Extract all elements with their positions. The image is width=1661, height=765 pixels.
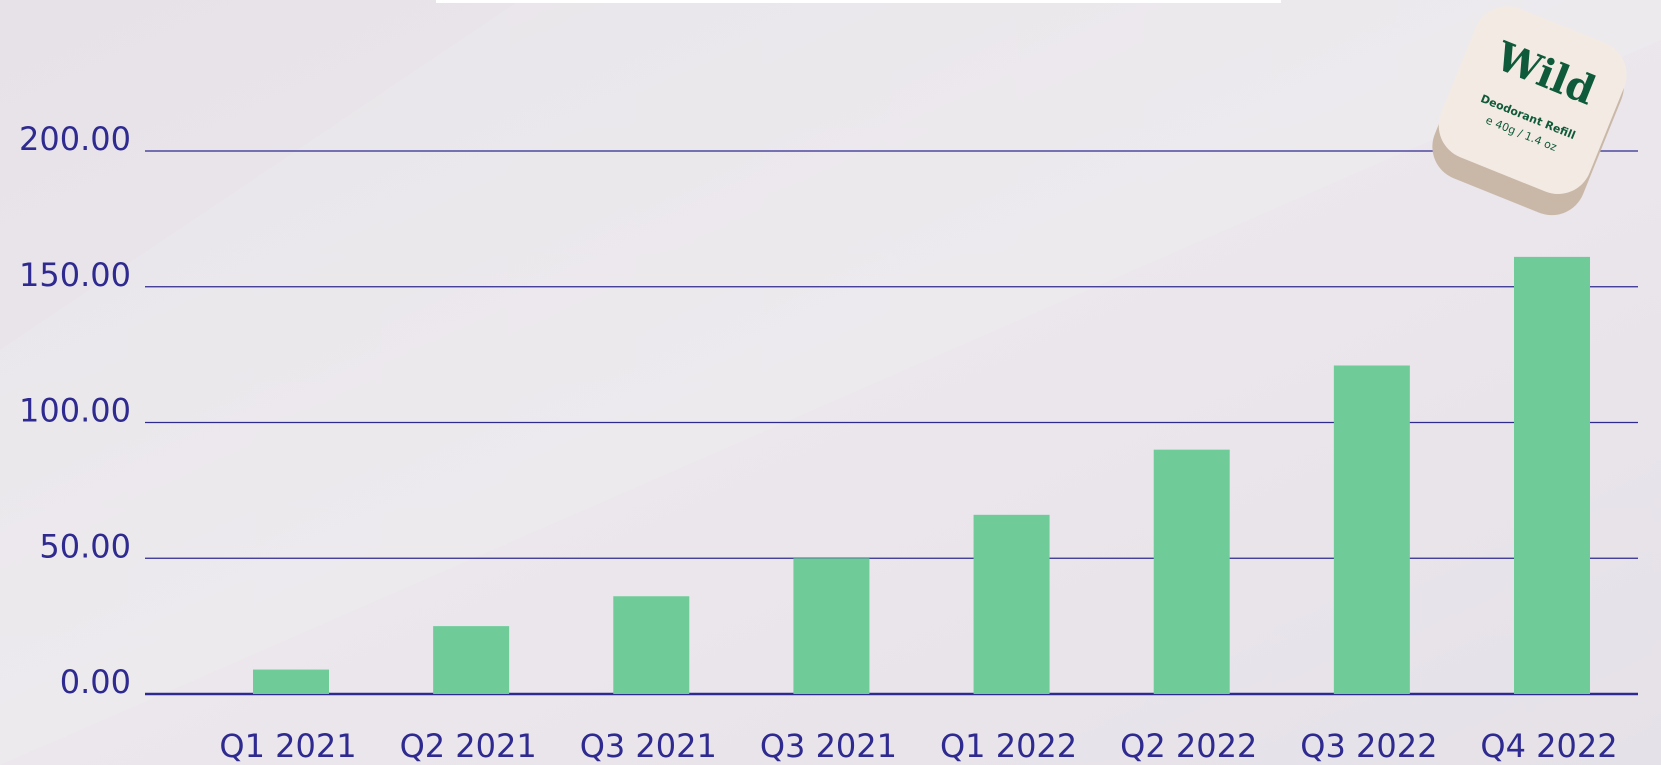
x-tick-label: Q2 2021 <box>400 727 537 765</box>
bar <box>1334 365 1410 694</box>
y-tick-label: 0.00 <box>60 663 131 701</box>
bar <box>793 558 869 694</box>
chart: 0.00 50.00 100.00 150.00 200.00 Q1 2021 Q2 202… <box>0 0 1661 765</box>
y-tick-label: 150.00 <box>19 256 131 294</box>
y-tick-label: 200.00 <box>19 120 131 158</box>
x-tick-label: Q3 2022 <box>1300 727 1437 765</box>
bar <box>613 596 689 694</box>
y-tick-label: 50.00 <box>39 527 131 565</box>
x-tick-label: Q4 2022 <box>1480 727 1617 765</box>
page: {"chart_data": {"type": "bar", "categori… <box>0 0 1661 765</box>
x-tick-label: Q3 2021 <box>760 727 897 765</box>
bar <box>253 670 329 694</box>
x-tick-label: Q1 2022 <box>940 727 1077 765</box>
y-tick-label: 100.00 <box>19 392 131 430</box>
x-tick-label: Q3 2021 <box>580 727 717 765</box>
bar <box>433 626 509 694</box>
x-tick-label: Q1 2021 <box>219 727 356 765</box>
top-strip <box>436 0 1281 3</box>
bar <box>974 515 1050 694</box>
bar <box>1154 450 1230 694</box>
bar <box>1514 257 1590 694</box>
x-tick-label: Q2 2022 <box>1120 727 1257 765</box>
